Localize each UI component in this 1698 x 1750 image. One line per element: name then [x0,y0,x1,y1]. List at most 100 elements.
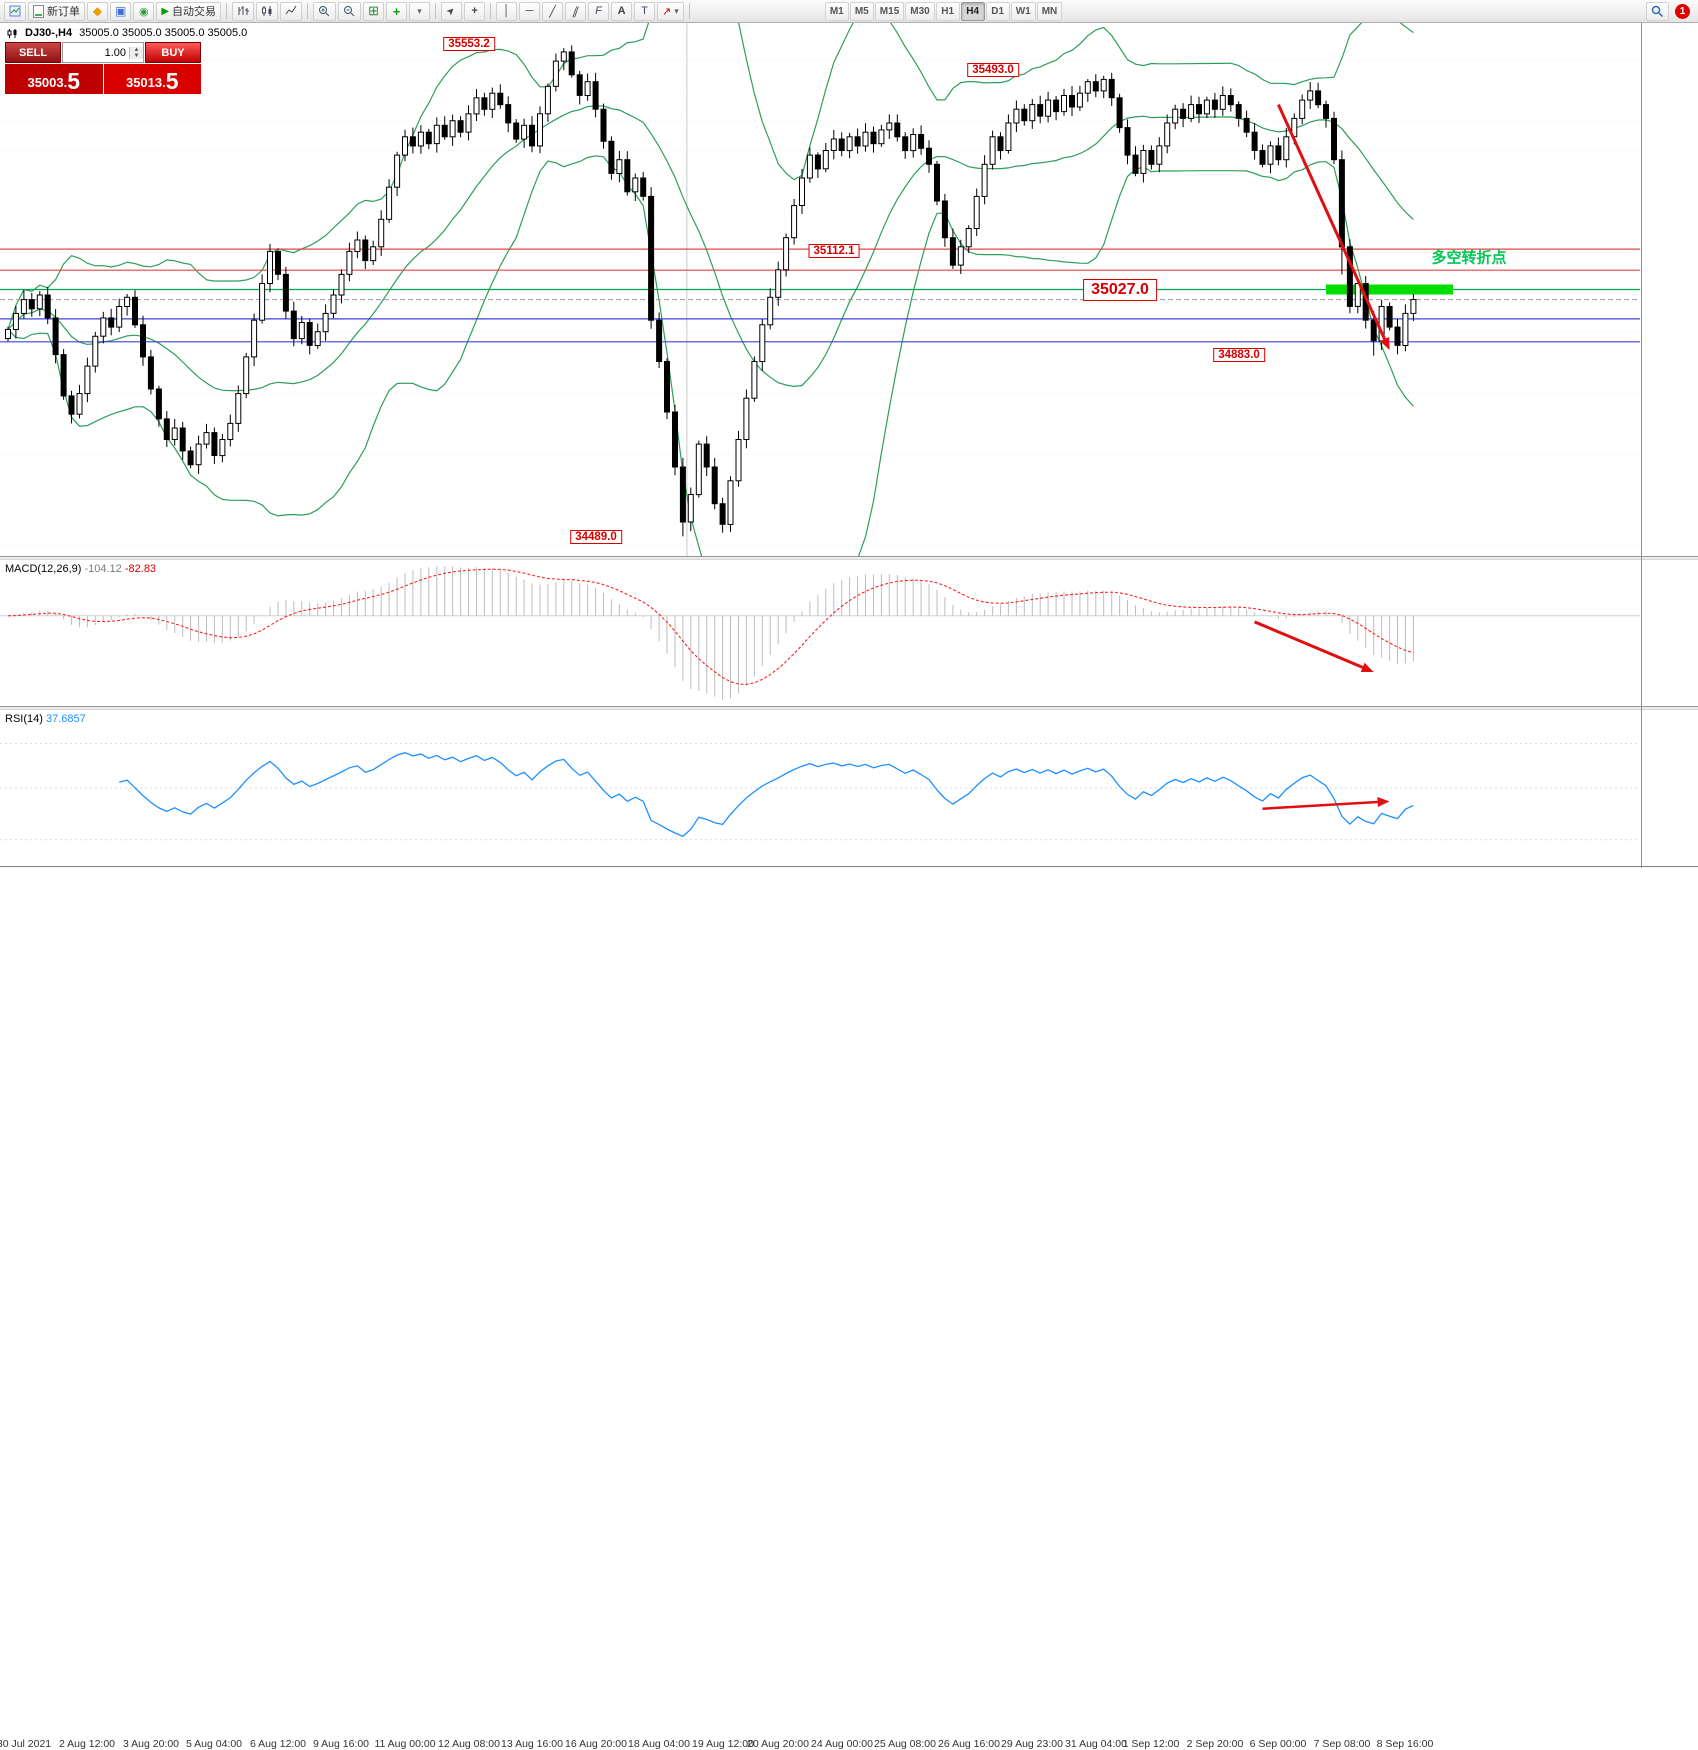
timeframe-toolbar: M1 M5 M15 M30 H1 H4 D1 W1 MN [824,1,1063,21]
timeframe-button-M1[interactable]: M1 [824,1,849,21]
one-click-trading-panel: SELL ▲ ▼ BUY 35003. 5 35013. 5 [5,42,201,94]
arrows-glyph [662,5,671,18]
sell-button[interactable]: SELL [5,42,61,63]
rsi-indicator-label: RSI(14) 37.6857 [5,713,86,725]
fibonacci-icon[interactable] [588,1,610,21]
search-icon[interactable] [1646,1,1669,21]
time-label: 24 Aug 00:00 [811,1738,873,1750]
price-callout[interactable]: 35553.2 [443,37,495,51]
timeframe-button-H4[interactable]: H4 [960,1,985,21]
time-label: 8 Sep 16:00 [1376,1738,1434,1750]
price-axis-border [1641,23,1642,868]
chart-overlay: 35553.2 35493.0 35112.1 35027.0 34883.0 34489… [443,37,1507,544]
rsi-value: 37.6857 [45,713,86,725]
zoom-out-icon[interactable] [338,1,362,21]
chart-window-icon[interactable] [4,1,26,21]
price-callout[interactable]: 35493.0 [967,63,1019,77]
price-callout[interactable]: 34883.0 [1213,348,1265,362]
arrows-tool-icon[interactable] [657,1,684,21]
main-chart-canvas[interactable] [0,23,1642,556]
rsi-panel-divider[interactable] [0,706,1698,710]
fibonacci-glyph [595,5,602,17]
price-callout[interactable]: 35112.1 [808,244,860,258]
label-glyph [641,5,648,17]
buy-price-display[interactable]: 35013. 5 [103,64,201,94]
indicators-dropdown-icon[interactable] [409,1,431,21]
time-label: 30 Jul 2021 [0,1738,52,1750]
price-callout[interactable]: 35027.0 [1083,279,1157,301]
time-label: 5 Aug 04:00 [185,1738,243,1750]
time-axis-border [0,866,1698,867]
time-label: 6 Aug 12:00 [249,1738,307,1750]
timeframe-button-M15[interactable]: M15 [874,1,905,21]
macd-panel-divider[interactable] [0,556,1698,560]
timeframe-button-D1[interactable]: D1 [985,1,1010,21]
timeframe-button-M5[interactable]: M5 [849,1,874,21]
time-label: 6 Sep 00:00 [1249,1738,1307,1750]
new-order-button[interactable]: 新订单 [28,1,85,21]
macd-panel-canvas[interactable] [0,560,1642,706]
diamond-icon [93,4,102,18]
timeframe-button-H1[interactable]: H1 [935,1,960,21]
sell-price-big: 5 [67,68,81,94]
tile-glyph [368,3,379,19]
line-chart-icon[interactable] [280,1,303,21]
cursor-glyph [447,5,455,17]
time-label: 13 Aug 16:00 [501,1738,563,1750]
text-label-icon[interactable] [634,1,656,21]
chart-window-glyph [9,5,21,17]
time-label: 16 Aug 20:00 [565,1738,627,1750]
autotrading-button[interactable]: 自动交易 [156,1,222,21]
time-label: 31 Aug 04:00 [1065,1738,1127,1750]
bar-chart-glyph [238,6,250,15]
zoom-in-icon[interactable] [313,1,337,21]
toolbar-separator [490,3,492,19]
vertical-line-icon[interactable] [496,1,518,21]
macd-signal-value: -82.83 [124,563,157,575]
candlestick-chart-icon[interactable] [256,1,279,21]
buy-button[interactable]: BUY [145,42,201,63]
time-axis[interactable]: 30 Jul 2021 2 Aug 12:00 3 Aug 20:00 5 Aug 0… [0,868,1640,1750]
zoom-out-glyph [344,5,355,16]
sell-price-small: 35003. [27,75,68,90]
sell-price-display[interactable]: 35003. 5 [5,64,103,94]
buy-price-small: 35013. [125,75,166,90]
lot-size-input[interactable] [63,45,129,60]
toolbar-separator [307,3,309,19]
time-label: 18 Aug 04:00 [628,1738,690,1750]
timeframe-button-W1[interactable]: W1 [1010,1,1036,21]
rsi-name: RSI(14) [5,713,43,725]
rsi-panel-canvas[interactable] [0,710,1642,866]
mql-market-icon[interactable] [87,1,108,21]
trendline-icon[interactable] [542,1,564,21]
crosshair-icon[interactable] [464,1,486,21]
terminal-glyph [115,4,126,18]
cursor-icon[interactable] [441,1,463,21]
timeframe-button-M30[interactable]: M30 [905,1,935,21]
time-label: 1 Sep 12:00 [1122,1738,1180,1750]
equidistant-channel-icon[interactable] [565,1,587,21]
price-axis[interactable]: 35593.035527.235461.435395.635329.835263… [1641,0,1698,943]
notification-badge[interactable]: 1 [1675,3,1690,19]
strategy-tester-icon[interactable] [133,1,155,21]
time-label: 29 Aug 23:00 [1001,1738,1063,1750]
time-label: 26 Aug 16:00 [938,1738,1000,1750]
lot-increase-button[interactable]: ▲ [130,46,143,53]
line-chart-glyph [285,5,297,15]
toolbar-separator [435,3,437,19]
tile-windows-icon[interactable] [363,1,385,21]
new-order-label: 新订单 [47,6,80,18]
price-callout[interactable]: 34489.0 [570,530,622,544]
text-icon[interactable] [611,1,633,21]
time-label: 11 Aug 00:00 [374,1738,436,1750]
indicators-icon[interactable] [386,1,408,21]
autotrading-label: 自动交易 [172,6,217,18]
buy-price-big: 5 [165,68,179,94]
trendline-glyph [549,5,556,18]
terminal-icon[interactable] [110,1,132,21]
horizontal-line-icon[interactable] [519,1,541,21]
bar-chart-icon[interactable] [232,1,255,21]
new-order-icon [33,4,44,18]
lot-decrease-button[interactable]: ▼ [130,52,143,59]
timeframe-button-MN[interactable]: MN [1036,1,1063,21]
